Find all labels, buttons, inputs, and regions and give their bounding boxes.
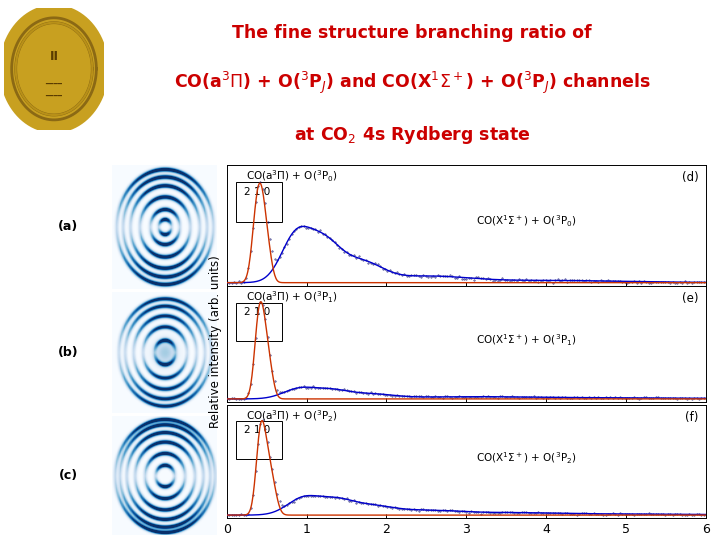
Text: II: II xyxy=(50,50,58,63)
Text: (a): (a) xyxy=(58,220,78,233)
Text: CO(X$^1\Sigma^+$) + O($^3$P$_0$): CO(X$^1\Sigma^+$) + O($^3$P$_0$) xyxy=(476,213,576,229)
Text: (f): (f) xyxy=(685,410,698,424)
Circle shape xyxy=(8,13,100,125)
Text: CO(a$^3\Pi$) + O($^3$P$_J$) and CO(X$^1\Sigma^+$) + O($^3$P$_J$) channels: CO(a$^3\Pi$) + O($^3$P$_J$) and CO(X$^1\… xyxy=(174,69,651,96)
FancyBboxPatch shape xyxy=(236,421,282,459)
Text: (c): (c) xyxy=(59,469,78,482)
Text: CO(a$^3\Pi$) + O($^3$P$_0$): CO(a$^3\Pi$) + O($^3$P$_0$) xyxy=(246,168,338,184)
Text: CO(X$^1\Sigma^+$) + O($^3$P$_1$): CO(X$^1\Sigma^+$) + O($^3$P$_1$) xyxy=(476,333,576,348)
Text: (d): (d) xyxy=(682,171,698,184)
Text: The fine structure branching ratio of: The fine structure branching ratio of xyxy=(233,24,592,42)
Text: 2 1 0: 2 1 0 xyxy=(243,307,270,317)
Text: CO(a$^3\Pi$) + O($^3$P$_1$): CO(a$^3\Pi$) + O($^3$P$_1$) xyxy=(246,289,338,305)
Text: (b): (b) xyxy=(58,346,78,359)
Text: CO(X$^1\Sigma^+$) + O($^3$P$_2$): CO(X$^1\Sigma^+$) + O($^3$P$_2$) xyxy=(476,450,576,466)
Text: ━━━━: ━━━━ xyxy=(45,92,63,99)
Text: Relative intensity (arb. units): Relative intensity (arb. units) xyxy=(210,255,222,428)
Text: at CO$_2$ 4s Rydberg state: at CO$_2$ 4s Rydberg state xyxy=(294,124,531,146)
Text: 2 1 0: 2 1 0 xyxy=(243,426,270,435)
Text: CO(a$^3\Pi$) + O($^3$P$_2$): CO(a$^3\Pi$) + O($^3$P$_2$) xyxy=(246,408,338,424)
Text: 2 1 0: 2 1 0 xyxy=(243,187,270,197)
Text: ━━━━: ━━━━ xyxy=(45,80,63,86)
FancyBboxPatch shape xyxy=(236,183,282,222)
Text: (e): (e) xyxy=(682,292,698,305)
FancyBboxPatch shape xyxy=(236,303,282,341)
